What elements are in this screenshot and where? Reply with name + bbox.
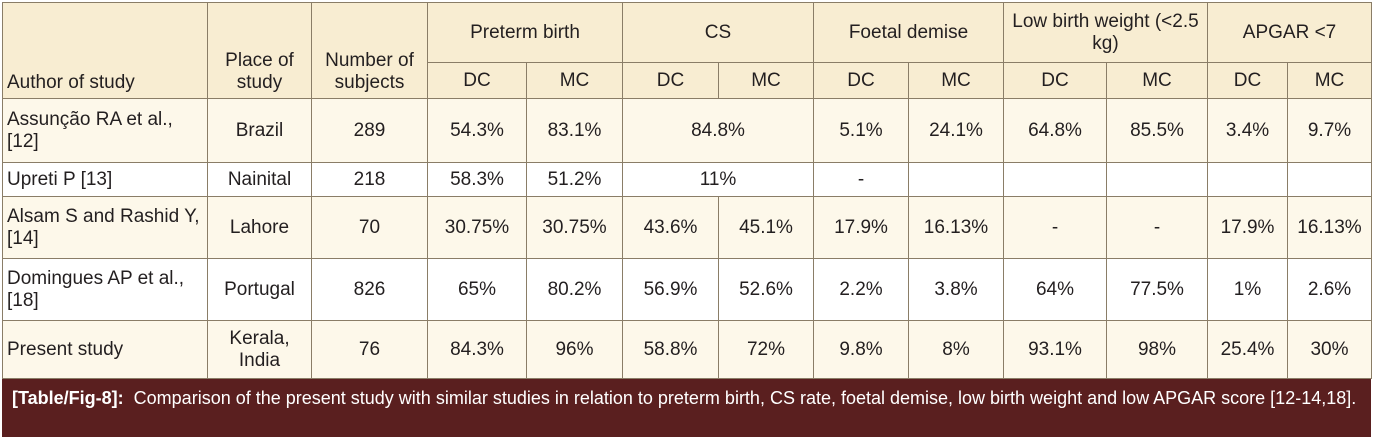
comparison-table: Author of study Place of study Number of… xyxy=(2,2,1372,379)
subheader-mc: MC xyxy=(718,62,814,99)
table-figure: Author of study Place of study Number of… xyxy=(2,2,1372,437)
table-row: Upreti P [13] Nainital 218 58.3% 51.2% 1… xyxy=(2,162,1372,197)
cell-place: Nainital xyxy=(207,162,312,197)
cell-lbw-dc xyxy=(1003,162,1107,197)
cell-preterm-dc: 30.75% xyxy=(427,196,527,259)
cell-preterm-mc: 51.2% xyxy=(526,162,623,197)
header-place: Place of study xyxy=(207,2,312,99)
cell-preterm-dc: 65% xyxy=(427,258,527,321)
cell-author: Alsam S and Rashid Y, [14] xyxy=(2,196,208,259)
cell-fd-dc: 2.2% xyxy=(813,258,909,321)
cell-preterm-mc: 96% xyxy=(526,320,623,379)
cell-lbw-mc: 77.5% xyxy=(1106,258,1208,321)
cell-lbw-mc: 85.5% xyxy=(1106,98,1208,163)
cell-subjects: 826 xyxy=(311,258,428,321)
cell-fd-dc: 17.9% xyxy=(813,196,909,259)
cell-cs-dc: 56.9% xyxy=(622,258,719,321)
header-low-birth-weight: Low birth weight (<2.5 kg) xyxy=(1003,2,1208,63)
cell-apgar-mc: 30% xyxy=(1287,320,1372,379)
subheader-mc: MC xyxy=(908,62,1004,99)
cell-apgar-mc: 9.7% xyxy=(1287,98,1372,163)
cell-cs-mc: 52.6% xyxy=(718,258,814,321)
cell-fd-dc: 5.1% xyxy=(813,98,909,163)
cell-apgar-dc: 1% xyxy=(1207,258,1288,321)
table-row: Present study Kerala, India 76 84.3% 96%… xyxy=(2,320,1372,379)
cell-subjects: 70 xyxy=(311,196,428,259)
subheader-mc: MC xyxy=(1106,62,1208,99)
header-cs: CS xyxy=(622,2,814,63)
header-apgar: APGAR <7 xyxy=(1207,2,1372,63)
cell-preterm-dc: 54.3% xyxy=(427,98,527,163)
cell-fd-mc: 3.8% xyxy=(908,258,1004,321)
subheader-mc: MC xyxy=(1287,62,1372,99)
cell-cs: 11% xyxy=(622,162,814,197)
cell-apgar-mc: 2.6% xyxy=(1287,258,1372,321)
cell-apgar-mc: 16.13% xyxy=(1287,196,1372,259)
cell-apgar-mc xyxy=(1287,162,1372,197)
cell-cs: 84.8% xyxy=(622,98,814,163)
cell-apgar-dc xyxy=(1207,162,1288,197)
header-foetal-demise: Foetal demise xyxy=(813,2,1004,63)
cell-fd-dc: 9.8% xyxy=(813,320,909,379)
subheader-dc: DC xyxy=(1207,62,1288,99)
cell-apgar-dc: 17.9% xyxy=(1207,196,1288,259)
cell-cs-dc: 43.6% xyxy=(622,196,719,259)
cell-preterm-dc: 84.3% xyxy=(427,320,527,379)
cell-place: Brazil xyxy=(207,98,312,163)
subheader-dc: DC xyxy=(622,62,719,99)
cell-subjects: 218 xyxy=(311,162,428,197)
cell-lbw-dc: 93.1% xyxy=(1003,320,1107,379)
cell-subjects: 289 xyxy=(311,98,428,163)
cell-lbw-dc: - xyxy=(1003,196,1107,259)
cell-cs-mc: 45.1% xyxy=(718,196,814,259)
cell-cs-dc: 58.8% xyxy=(622,320,719,379)
caption-text: Comparison of the present study with sim… xyxy=(133,388,1357,408)
cell-fd-dc: - xyxy=(813,162,909,197)
cell-place: Lahore xyxy=(207,196,312,259)
cell-fd-mc: 8% xyxy=(908,320,1004,379)
cell-lbw-dc: 64.8% xyxy=(1003,98,1107,163)
cell-fd-mc xyxy=(908,162,1004,197)
table-row: Domingues AP et al., [18] Portugal 826 6… xyxy=(2,258,1372,321)
header-author: Author of study xyxy=(2,2,208,99)
cell-author: Present study xyxy=(2,320,208,379)
header-preterm-birth: Preterm birth xyxy=(427,2,623,63)
header-subjects: Number of subjects xyxy=(311,2,428,99)
cell-preterm-dc: 58.3% xyxy=(427,162,527,197)
cell-fd-mc: 16.13% xyxy=(908,196,1004,259)
cell-apgar-dc: 25.4% xyxy=(1207,320,1288,379)
table-caption: [Table/Fig-8]: Comparison of the present… xyxy=(2,379,1371,437)
subheader-dc: DC xyxy=(813,62,909,99)
cell-lbw-mc: 98% xyxy=(1106,320,1208,379)
cell-subjects: 76 xyxy=(311,320,428,379)
table-row: Alsam S and Rashid Y, [14] Lahore 70 30.… xyxy=(2,196,1372,259)
cell-lbw-mc: - xyxy=(1106,196,1208,259)
cell-cs-mc: 72% xyxy=(718,320,814,379)
subheader-dc: DC xyxy=(1003,62,1107,99)
cell-author: Assunção RA et al., [12] xyxy=(2,98,208,163)
subheader-dc: DC xyxy=(427,62,527,99)
cell-preterm-mc: 80.2% xyxy=(526,258,623,321)
cell-preterm-mc: 30.75% xyxy=(526,196,623,259)
caption-tag: [Table/Fig-8]: xyxy=(12,388,124,408)
cell-place: Kerala, India xyxy=(207,320,312,379)
cell-preterm-mc: 83.1% xyxy=(526,98,623,163)
subheader-mc: MC xyxy=(526,62,623,99)
cell-fd-mc: 24.1% xyxy=(908,98,1004,163)
table-row: Assunção RA et al., [12] Brazil 289 54.3… xyxy=(2,98,1372,163)
cell-apgar-dc: 3.4% xyxy=(1207,98,1288,163)
cell-lbw-mc xyxy=(1106,162,1208,197)
cell-place: Portugal xyxy=(207,258,312,321)
cell-author: Upreti P [13] xyxy=(2,162,208,197)
cell-lbw-dc: 64% xyxy=(1003,258,1107,321)
cell-author: Domingues AP et al., [18] xyxy=(2,258,208,321)
